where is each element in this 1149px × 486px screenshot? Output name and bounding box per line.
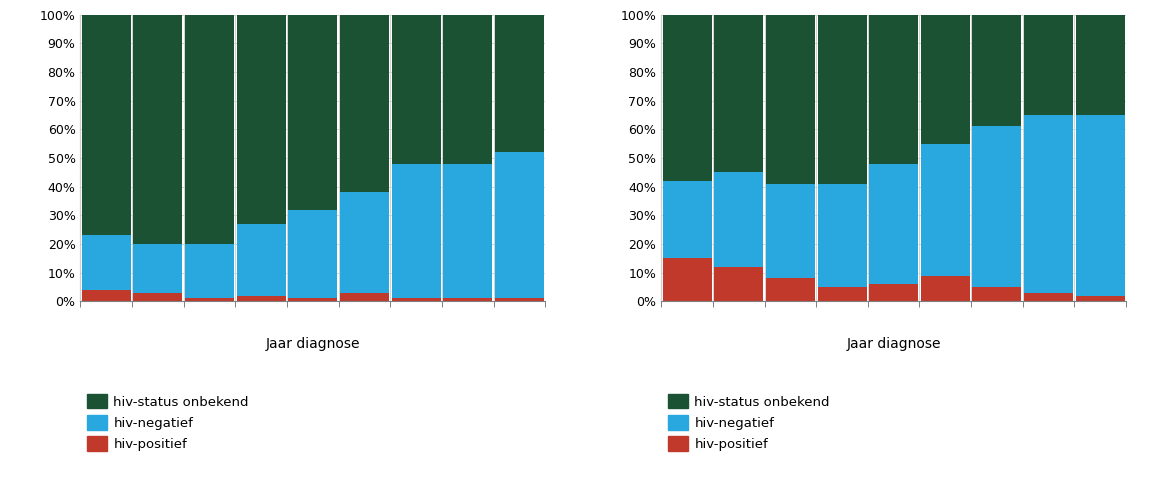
Legend: hiv-status onbekend, hiv-negatief, hiv-positief: hiv-status onbekend, hiv-negatief, hiv-p… (87, 394, 249, 451)
Bar (869, 284, 918, 301)
Bar (817, 287, 866, 301)
Bar (340, 15, 390, 192)
Legend: hiv-status onbekend, hiv-negatief, hiv-positief: hiv-status onbekend, hiv-negatief, hiv-p… (668, 394, 830, 451)
X-axis label: Jaar diagnose: Jaar diagnose (847, 337, 941, 351)
Bar (817, 184, 866, 287)
Bar (495, 298, 543, 301)
Bar (495, 152, 543, 298)
Bar (444, 164, 492, 298)
Bar (1075, 295, 1125, 301)
Bar (1024, 115, 1073, 293)
Bar (82, 15, 131, 235)
Bar (972, 287, 1021, 301)
Bar (972, 126, 1021, 287)
Bar (444, 298, 492, 301)
Bar (715, 172, 763, 267)
Bar (392, 164, 440, 298)
Bar (663, 15, 711, 181)
Bar (185, 298, 234, 301)
Bar (340, 192, 390, 293)
Bar (82, 290, 131, 301)
Bar (869, 15, 918, 164)
Bar (817, 15, 866, 184)
Bar (237, 15, 286, 224)
Bar (185, 244, 234, 298)
Bar (495, 15, 543, 152)
Bar (869, 164, 918, 284)
Bar (920, 144, 970, 276)
Bar (237, 295, 286, 301)
Bar (766, 15, 815, 184)
Bar (133, 293, 183, 301)
Bar (972, 15, 1021, 126)
Bar (288, 298, 338, 301)
Bar (663, 259, 711, 301)
Bar (288, 209, 338, 298)
Bar (663, 181, 711, 259)
Bar (1075, 15, 1125, 115)
Bar (1024, 293, 1073, 301)
Bar (766, 278, 815, 301)
Bar (715, 267, 763, 301)
Bar (82, 235, 131, 290)
Bar (444, 15, 492, 164)
Bar (920, 276, 970, 301)
Bar (1075, 115, 1125, 295)
Bar (1024, 15, 1073, 115)
Bar (237, 224, 286, 295)
Bar (288, 15, 338, 209)
Bar (392, 298, 440, 301)
Bar (766, 184, 815, 278)
Bar (185, 15, 234, 244)
Bar (340, 293, 390, 301)
Bar (920, 15, 970, 144)
X-axis label: Jaar diagnose: Jaar diagnose (265, 337, 360, 351)
Bar (133, 244, 183, 293)
Bar (392, 15, 440, 164)
Bar (133, 15, 183, 244)
Bar (715, 15, 763, 173)
